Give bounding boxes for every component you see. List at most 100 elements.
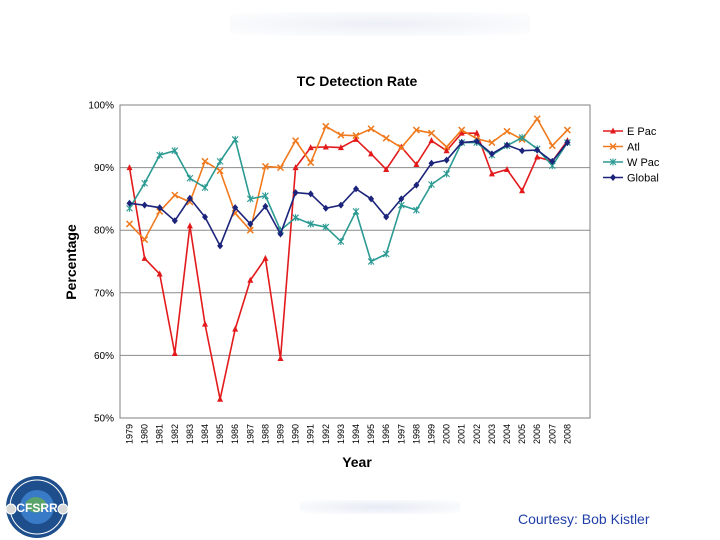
courtesy-credit: Courtesy: Bob Kistler xyxy=(518,511,650,527)
data-point-e-pac xyxy=(156,270,163,277)
data-point-w-pac xyxy=(201,184,209,192)
x-tick-label: 2001 xyxy=(457,424,467,444)
data-point-global xyxy=(171,217,178,225)
series-e-pac xyxy=(126,129,571,402)
data-point-global xyxy=(232,204,239,212)
legend-item-w-pac: W Pac xyxy=(603,157,660,169)
legend-label: Atl xyxy=(627,142,640,154)
x-tick-label: 1988 xyxy=(260,424,270,444)
data-point-atl xyxy=(367,125,375,133)
data-point-atl xyxy=(458,126,466,134)
data-point-e-pac xyxy=(307,144,314,151)
data-point-global xyxy=(443,156,450,164)
data-point-global xyxy=(217,242,224,250)
data-point-w-pac xyxy=(231,135,239,143)
gridlines xyxy=(120,167,590,356)
legend-label: E Pac xyxy=(627,126,657,138)
data-point-e-pac xyxy=(262,254,269,261)
data-point-global xyxy=(413,181,420,189)
data-point-global xyxy=(307,190,314,198)
x-tick-label: 1987 xyxy=(245,424,255,444)
data-point-atl xyxy=(125,220,134,228)
data-point-e-pac xyxy=(534,153,541,160)
data-point-e-pac xyxy=(247,276,254,283)
x-tick-label: 2004 xyxy=(502,424,512,444)
x-tick-label: 1998 xyxy=(411,424,421,444)
data-point-w-pac xyxy=(246,195,254,203)
x-axis-title: Year xyxy=(342,454,372,470)
data-point-e-pac xyxy=(458,129,465,136)
data-point-atl xyxy=(563,126,571,134)
data-point-global xyxy=(247,220,254,228)
y-axis-ticks: 50% 60% 70% 80% 90% 100% xyxy=(88,101,114,425)
plot-area-border xyxy=(119,104,591,419)
x-tick-label: 1994 xyxy=(351,424,361,444)
data-point-atl xyxy=(276,164,285,172)
data-point-e-pac xyxy=(277,355,284,362)
data-point-e-pac xyxy=(217,395,224,402)
data-point-global xyxy=(368,195,375,203)
data-point-global xyxy=(398,195,405,203)
legend-marker xyxy=(610,174,616,181)
x-tick-label: 1990 xyxy=(291,424,301,444)
data-point-w-pac xyxy=(413,206,420,214)
data-point-w-pac xyxy=(216,157,224,165)
data-point-e-pac xyxy=(504,165,510,172)
data-point-global xyxy=(534,146,541,154)
series-line-global xyxy=(129,140,569,248)
data-point-global xyxy=(383,213,390,221)
x-tick-label: 1997 xyxy=(396,424,406,444)
data-point-atl xyxy=(427,129,436,137)
data-point-global xyxy=(504,141,510,149)
x-tick-label: 1979 xyxy=(125,424,135,444)
data-point-w-pac xyxy=(292,214,299,222)
data-point-global xyxy=(564,139,571,147)
legend-label: W Pac xyxy=(627,157,660,169)
data-point-w-pac xyxy=(156,151,164,159)
data-point-w-pac xyxy=(337,237,345,245)
legend-marker xyxy=(609,142,617,151)
data-point-global xyxy=(458,139,465,147)
x-tick-label: 2006 xyxy=(532,424,542,444)
x-tick-label: 1981 xyxy=(155,424,165,444)
legend: E Pac Atl W Pac Global xyxy=(603,126,660,185)
data-point-w-pac xyxy=(352,207,360,215)
y-tick-label: 90% xyxy=(94,163,114,174)
x-tick-label: 1989 xyxy=(276,424,286,444)
data-point-w-pac xyxy=(518,134,526,142)
x-tick-label: 2008 xyxy=(562,424,572,444)
data-point-atl xyxy=(292,137,300,145)
data-point-atl xyxy=(443,143,451,151)
data-point-e-pac xyxy=(141,254,148,261)
data-point-e-pac xyxy=(292,164,299,171)
y-tick-label: 60% xyxy=(94,351,114,362)
data-point-global xyxy=(519,147,526,155)
data-point-e-pac xyxy=(322,143,329,150)
data-point-w-pac xyxy=(322,223,330,231)
data-point-atl xyxy=(201,157,209,165)
slide-bottom-glow xyxy=(300,500,460,514)
data-point-w-pac xyxy=(443,170,450,178)
data-point-atl xyxy=(488,139,496,147)
x-tick-label: 1993 xyxy=(336,424,346,444)
cfsrr-logo: CFSRR xyxy=(5,476,69,538)
data-point-atl xyxy=(307,159,315,167)
legend-item-e-pac: E Pac xyxy=(603,126,657,138)
data-point-atl xyxy=(171,191,179,199)
y-tick-label: 50% xyxy=(94,414,114,425)
legend-marker xyxy=(610,127,616,134)
x-tick-label: 1985 xyxy=(215,424,225,444)
x-tick-label: 1999 xyxy=(427,424,437,444)
data-point-global xyxy=(428,159,435,167)
x-tick-label: 1995 xyxy=(366,424,376,444)
series-layer xyxy=(125,115,571,402)
data-point-atl xyxy=(322,122,330,130)
data-point-atl xyxy=(503,127,511,135)
series-line-w-pac xyxy=(128,136,569,263)
data-point-global xyxy=(202,213,208,221)
data-point-w-pac xyxy=(397,201,405,209)
data-point-e-pac xyxy=(488,170,495,177)
series-atl xyxy=(125,115,571,244)
x-tick-label: 2007 xyxy=(547,424,557,444)
